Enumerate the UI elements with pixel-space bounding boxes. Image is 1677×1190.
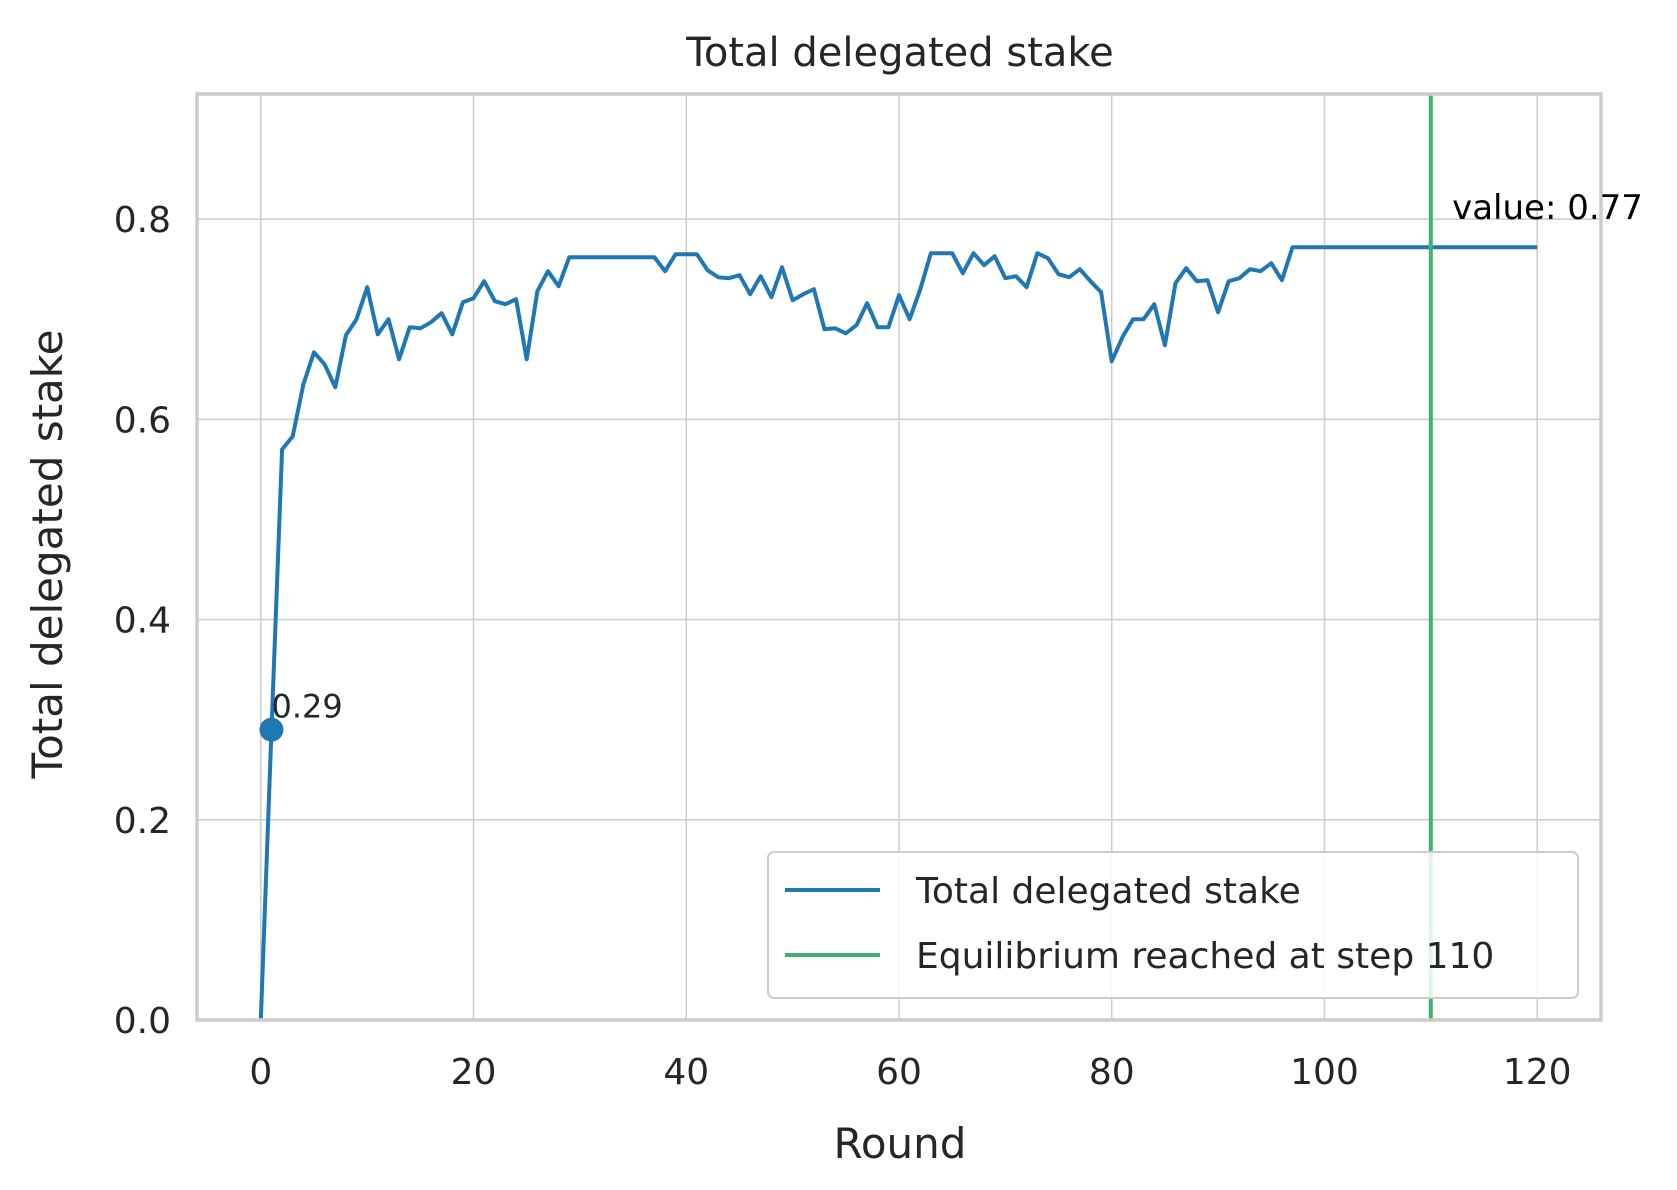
y-axis-label: Total delegated stake — [23, 330, 72, 780]
x-tick-label: 0 — [249, 1052, 272, 1093]
y-tick-label: 0.0 — [114, 1001, 171, 1042]
x-tick-label: 120 — [1503, 1052, 1572, 1093]
start-value-label: 0.29 — [271, 688, 342, 726]
x-axis-label: Round — [834, 1119, 967, 1168]
chart-title: Total delegated stake — [685, 30, 1114, 76]
legend-label-stake: Total delegated stake — [915, 871, 1301, 912]
y-tick-label: 0.2 — [114, 801, 171, 842]
legend-label-equilibrium: Equilibrium reached at step 110 — [916, 936, 1494, 977]
y-ticks: 0.0 0.2 0.4 0.6 0.8 — [114, 200, 171, 1042]
x-tick-label: 100 — [1290, 1052, 1359, 1093]
legend: Total delegated stake Equilibrium reache… — [767, 851, 1579, 999]
annotations: 0.29 value: 0.77 — [259, 188, 1643, 742]
x-ticks: 0 20 40 60 80 100 120 — [249, 1052, 1571, 1093]
x-tick-label: 40 — [663, 1052, 709, 1093]
y-tick-label: 0.4 — [114, 601, 171, 642]
y-tick-label: 0.8 — [114, 200, 171, 241]
x-tick-label: 20 — [451, 1052, 497, 1093]
start-point-marker — [259, 717, 284, 742]
x-tick-label: 80 — [1089, 1052, 1135, 1093]
y-tick-label: 0.6 — [114, 400, 171, 441]
x-tick-label: 60 — [876, 1052, 922, 1093]
legend-box — [767, 851, 1579, 999]
plot-frame — [195, 92, 1603, 1022]
final-value-label: value: 0.77 — [1452, 188, 1643, 228]
series-line-total-delegated-stake — [258, 245, 1538, 1021]
